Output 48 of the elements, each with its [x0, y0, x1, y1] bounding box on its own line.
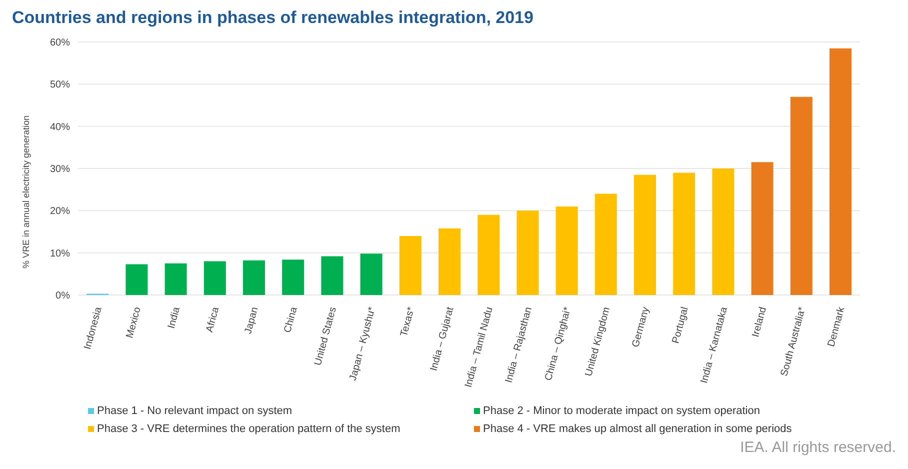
- y-tick-label: 10%: [50, 248, 70, 260]
- bar: [438, 228, 460, 295]
- y-axis-title: % VRE in annual electricity generation: [21, 115, 32, 268]
- bar: [673, 172, 696, 295]
- bar: [399, 236, 422, 295]
- bar: [712, 168, 734, 295]
- bar: [164, 263, 187, 295]
- bar: [282, 260, 304, 295]
- y-tick-label: 20%: [50, 206, 70, 218]
- x-tick-label: Portugal: [670, 306, 691, 345]
- legend-label: Phase 2 - Minor to moderate impact on system operation: [483, 405, 760, 417]
- x-tick-label: India – Tamil Nadu: [463, 306, 496, 389]
- x-tick-label: Ireland: [750, 306, 770, 338]
- legend-label: Phase 1 - No relevant impact on system: [97, 405, 292, 417]
- bar: [360, 254, 382, 295]
- x-tick-label: United Kingdom: [584, 306, 613, 378]
- x-tick-label: China: [282, 306, 300, 334]
- bar: [556, 206, 578, 295]
- x-tick-label: United States: [312, 306, 339, 367]
- y-tick-label: 0%: [56, 290, 70, 302]
- x-tick-label: Mexico: [124, 306, 144, 340]
- legend-label: Phase 3 - VRE determines the operation pattern of the system: [97, 423, 400, 435]
- x-tick-label: India: [166, 306, 183, 330]
- x-tick-label: Japan: [243, 306, 261, 336]
- x-tick-label: South Australia*: [779, 306, 808, 378]
- bar: [478, 214, 500, 295]
- bar: [321, 256, 344, 295]
- chart-title: Countries and regions in phases of renewables integration, 2019: [11, 8, 534, 29]
- bar: [790, 96, 812, 295]
- x-tick-label: China – Qinghai*: [543, 306, 574, 382]
- x-tick-label: Africa: [204, 306, 222, 334]
- bar: [594, 194, 617, 295]
- text: IEA. All rights reserved.: [739, 439, 897, 456]
- bar: [634, 174, 656, 295]
- bar: [243, 260, 265, 295]
- bar: [516, 210, 539, 295]
- y-tick-label: 30%: [50, 164, 70, 176]
- x-tick-label: India – Gujarat: [428, 306, 456, 372]
- legend-label: Phase 4 - VRE makes up almost all generation in some periods: [483, 423, 792, 435]
- x-tick-label: Texas*: [398, 306, 418, 338]
- y-tick-label: 50%: [50, 80, 70, 91]
- bar: [204, 261, 226, 295]
- x-tick-label: Japan – Kyushu*: [348, 306, 378, 382]
- y-tick-label: 60%: [50, 38, 70, 49]
- bar: [126, 264, 148, 295]
- y-tick-label: 40%: [50, 122, 70, 133]
- bar: [830, 48, 852, 295]
- bar: [751, 162, 774, 295]
